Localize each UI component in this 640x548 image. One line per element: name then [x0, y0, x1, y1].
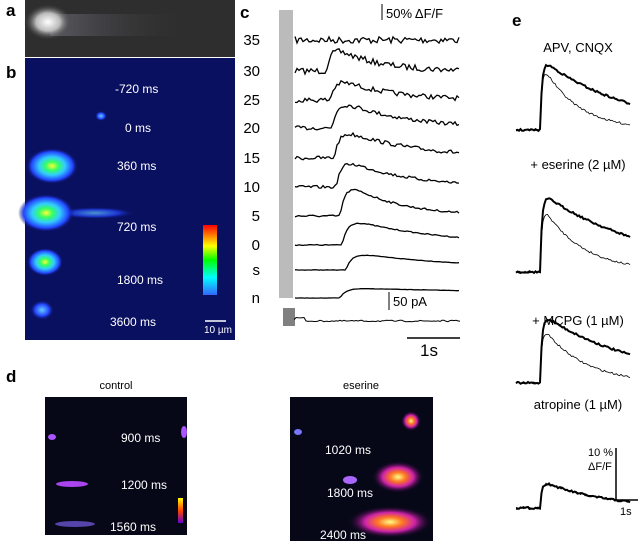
trace: [294, 287, 460, 299]
trace: [294, 79, 460, 104]
blob: [181, 426, 187, 438]
row-label: 0: [252, 237, 260, 254]
time-label: 360 ms: [117, 159, 156, 173]
blob: [55, 521, 95, 527]
panel-label: a: [6, 1, 16, 20]
blob: [294, 429, 302, 435]
blob: [401, 411, 421, 431]
time-label: 2400 ms: [320, 528, 366, 542]
color-bar: [178, 498, 183, 523]
time-label: 720 ms: [117, 220, 156, 234]
time-label: 1800 ms: [117, 273, 163, 287]
time-label: 1020 ms: [325, 443, 371, 457]
blob: [95, 111, 107, 121]
time-label: -720 ms: [115, 82, 158, 96]
blob: [27, 248, 63, 276]
image-title: eserine: [343, 380, 379, 392]
time-label: 0 ms: [125, 121, 151, 135]
scale-bar: [615, 448, 638, 501]
row-label: 30: [243, 63, 260, 80]
trace: [294, 35, 460, 45]
time-label: 3600 ms: [110, 315, 156, 329]
scale-label: 1s: [420, 341, 438, 360]
time-label: 1800 ms: [327, 486, 373, 500]
soma: [24, 4, 72, 40]
trace: [294, 254, 460, 271]
scale-label: 50 pA: [393, 294, 427, 309]
dendrite: [50, 14, 190, 36]
scale-label: ΔF/F: [588, 461, 612, 473]
scale-label: 10 %: [588, 447, 613, 459]
trace: [515, 318, 631, 385]
row-label: 10: [243, 179, 260, 196]
image-title: control: [99, 380, 132, 392]
trace: [515, 333, 631, 385]
trace: [515, 482, 631, 511]
condition-label: APV, CNQX: [543, 40, 613, 55]
condition-label: + eserine (2 µM): [530, 157, 625, 172]
blob: [372, 461, 424, 493]
row-label: 25: [243, 92, 260, 109]
scale-label: 10 µm: [204, 325, 232, 336]
condition-label: atropine (1 µM): [534, 397, 622, 412]
trace: [294, 48, 460, 76]
row-label: 5: [252, 208, 260, 225]
blob: [348, 506, 432, 538]
image-d-control: [45, 397, 187, 535]
trace: [294, 162, 460, 189]
panel-label: b: [6, 63, 16, 82]
row-label: n: [252, 290, 260, 307]
trace: [515, 63, 631, 133]
row-label: 35: [243, 32, 260, 49]
blob: [26, 148, 78, 184]
trace: [294, 222, 460, 247]
blob: [56, 481, 88, 487]
trace: [515, 482, 631, 510]
time-label: 1560 ms: [110, 520, 156, 534]
row-label: 15: [243, 150, 260, 167]
panel-label: d: [6, 367, 16, 386]
trace: [515, 197, 631, 275]
scale-label: 50% ΔF/F: [386, 6, 443, 21]
blob: [55, 207, 135, 219]
blob: [48, 434, 56, 440]
trace: [515, 74, 631, 132]
stim-window: [279, 10, 293, 298]
trace: [294, 131, 460, 161]
blob: [30, 300, 54, 320]
blob: [18, 194, 74, 232]
scale-label: 1s: [620, 506, 632, 518]
panel-label: c: [240, 3, 249, 22]
time-label: 1200 ms: [121, 478, 167, 492]
trace: [294, 104, 460, 131]
panel-label: e: [512, 11, 521, 30]
time-label: 900 ms: [121, 431, 160, 445]
trace: [294, 188, 460, 218]
trace: [515, 213, 631, 274]
color-bar: [203, 225, 217, 295]
row-label: 20: [243, 120, 260, 137]
blob: [343, 476, 357, 484]
row-label: s: [253, 262, 261, 279]
current-trace: [283, 308, 461, 326]
